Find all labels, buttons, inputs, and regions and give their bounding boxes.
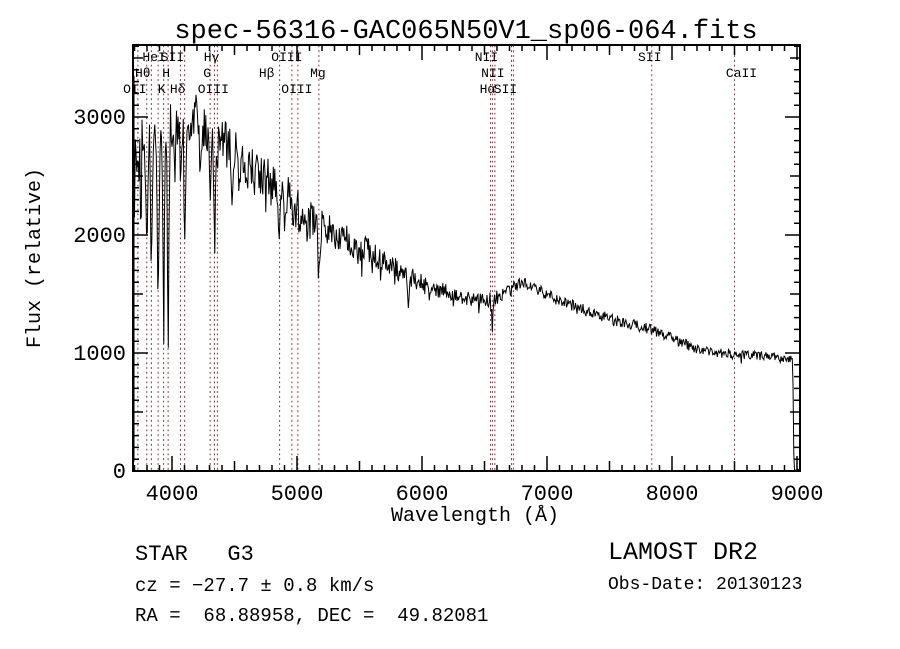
- ra-dec-value: RA = 68.88958, DEC = 49.82081: [135, 605, 488, 627]
- spectral-line-label: OIII: [198, 82, 229, 97]
- spectral-line-label: Hθ: [135, 66, 151, 81]
- cz-value: cz = −27.7 ± 0.8 km/s: [135, 575, 374, 597]
- tick-labels: 4000 5000 6000 7000 8000 9000 0 1000 2000 3000: [73, 106, 823, 507]
- spectral-line-label: Hγ: [204, 50, 220, 65]
- plot-frame: [132, 44, 801, 472]
- classification-label: STAR G3: [135, 542, 254, 567]
- spectral-line-label: Hδ: [170, 82, 186, 97]
- obs-date-value: Obs-Date: 20130123: [608, 575, 802, 595]
- survey-label: LAMOST DR2: [608, 538, 758, 567]
- spectral-line-label: SII: [161, 50, 184, 65]
- x-tick-label: 9000: [771, 482, 824, 507]
- spectral-line-label: SII: [494, 82, 517, 97]
- spectral-line-label: K: [158, 82, 166, 97]
- spectral-line-markers: [137, 45, 735, 470]
- spectral-line-labels: OIIHθHeIKHSIIHδGHγOIIIHβOIIIOIIIMgNIIHαN…: [123, 50, 757, 97]
- y-axis-title: Flux (relative): [24, 168, 47, 348]
- spectral-line-label: SII: [638, 50, 661, 65]
- spectral-line-label: OIII: [271, 50, 302, 65]
- y-tick-label: 1000: [73, 342, 126, 367]
- spectral-line-label: HeI: [142, 50, 165, 65]
- y-tick-label: 0: [113, 460, 126, 485]
- y-tick-label: 3000: [73, 106, 126, 131]
- spectral-line-label: OII: [123, 82, 146, 97]
- x-tick-label: 5000: [271, 482, 324, 507]
- spectral-line-label: Hβ: [259, 66, 275, 81]
- spectral-line-label: NII: [475, 50, 498, 65]
- spectral-line-label: H: [162, 66, 170, 81]
- spectral-line-label: G: [203, 66, 211, 81]
- x-tick-label: 7000: [521, 482, 574, 507]
- spectral-line-label: Hα: [480, 82, 496, 97]
- spectral-line-label: Mg: [310, 66, 326, 81]
- spectral-line-label: OIII: [281, 82, 312, 97]
- spectral-line-label: CaII: [726, 66, 757, 81]
- x-axis-title: Wavelength (Å): [391, 505, 559, 528]
- x-tick-label: 4000: [146, 482, 199, 507]
- spectrum-trace: [133, 75, 800, 471]
- plot-title: spec-56316-GAC065N50V1_sp06-064.fits: [174, 17, 757, 47]
- x-tick-label: 8000: [646, 482, 699, 507]
- y-tick-label: 2000: [73, 224, 126, 249]
- axis-ticks: [133, 45, 799, 470]
- spectral-line-label: NII: [481, 66, 504, 81]
- x-tick-label: 6000: [396, 482, 449, 507]
